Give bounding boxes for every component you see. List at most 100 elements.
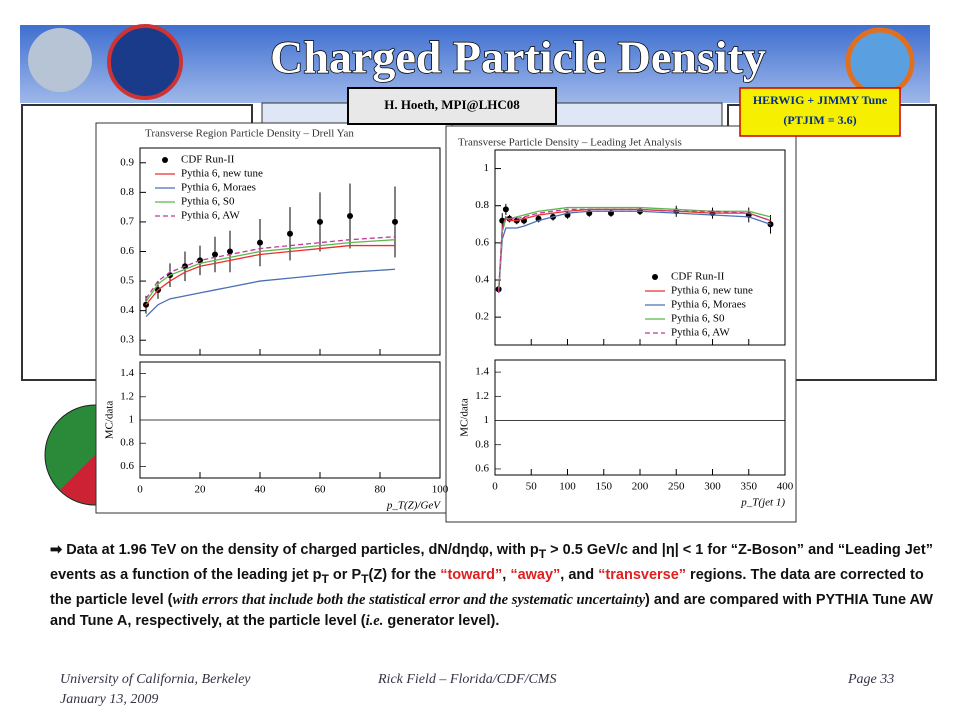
- y-tick-label: 1: [484, 162, 490, 174]
- footer-page: Page 33: [848, 672, 895, 687]
- herwig-label: HERWIG + JIMMY Tune (PTJIM = 3.6): [752, 93, 888, 127]
- text: with errors that include both the statis…: [172, 591, 646, 608]
- x-tick-label: 60: [315, 484, 327, 496]
- herwig-label-box: HERWIG + JIMMY Tune (PTJIM = 3.6): [752, 93, 888, 127]
- series-line: [497, 208, 771, 294]
- text: “transverse”: [598, 566, 687, 583]
- legend-label: CDF Run-II: [671, 271, 725, 283]
- data-point: [212, 251, 218, 258]
- series-line: [145, 236, 396, 300]
- ratio-tick-label: 1.4: [475, 366, 489, 378]
- text: generator level).: [383, 612, 500, 629]
- footer-author: Rick Field – Florida/CDF/CMS: [378, 672, 557, 687]
- data-point: [317, 218, 323, 225]
- text: , and: [560, 566, 599, 583]
- legend-label: Pythia 6, new tune: [671, 285, 753, 297]
- data-point: [502, 206, 509, 213]
- legend-marker: [162, 157, 168, 163]
- x-tick-label: 200: [632, 481, 649, 493]
- text: ,: [502, 566, 511, 583]
- series-line: [145, 268, 396, 318]
- y-tick-label: 0.7: [120, 215, 134, 227]
- x-tick-label: 50: [526, 481, 538, 493]
- legend-marker: [652, 274, 658, 280]
- text: T: [538, 546, 547, 561]
- text: T: [361, 571, 369, 586]
- cms-logo: [28, 28, 92, 92]
- plot-panel: [95, 122, 453, 514]
- credit: H. Hoeth, MPI@LHC08: [384, 97, 520, 112]
- cdf-logo: [107, 24, 183, 100]
- y-tick-label: 0.3: [120, 334, 134, 346]
- credit-box: [347, 87, 557, 125]
- text: regions. The data are corrected to the p…: [50, 566, 924, 608]
- x-tick-label: 0: [492, 481, 498, 493]
- logo: [845, 27, 915, 97]
- text: Data at 1.96 TeV on the density of charg…: [66, 542, 539, 558]
- ratio-tick-label: 1: [129, 414, 135, 426]
- x-tick-label: 150: [596, 481, 613, 493]
- y-tick-label: 0.6: [475, 236, 489, 248]
- ratio-y-label: MC/data: [104, 401, 116, 440]
- series-line: [145, 239, 396, 303]
- text: “away”: [510, 566, 561, 583]
- data-point: [392, 218, 398, 225]
- series-line: [497, 210, 771, 294]
- text: ) and are compared with PYTHIA Tune AW a…: [50, 591, 933, 629]
- text: (Z) for the: [368, 566, 441, 583]
- y-tick-label: 0.5: [120, 275, 134, 287]
- legend-label: Pythia 6, AW: [671, 327, 730, 339]
- chart-title: Transverse Region Particle Density – Dre…: [145, 128, 354, 140]
- ratio-tick-label: 0.6: [120, 460, 134, 472]
- slide-title: Charged Particle Density: [270, 32, 766, 83]
- text: i.e.: [365, 612, 384, 629]
- y-tick-label: 0.2: [475, 311, 489, 323]
- data-point: [287, 230, 293, 237]
- x-tick-label: 40: [255, 484, 267, 496]
- x-tick-label: 100: [559, 481, 576, 493]
- x-tick-label: 400: [777, 481, 794, 493]
- legend-label: Pythia 6, Moraes: [181, 182, 256, 194]
- footer-date: January 13, 2009: [60, 692, 159, 707]
- x-tick-label: 350: [741, 481, 758, 493]
- data-point: [227, 248, 233, 255]
- legend-label: CDF Run-II: [181, 154, 235, 166]
- ratio-tick-label: 0.6: [475, 462, 489, 474]
- series-line: [145, 244, 395, 306]
- y-tick-label: 0.9: [120, 156, 134, 168]
- ratio-tick-label: 1: [484, 414, 490, 426]
- y-tick-label: 0.8: [120, 186, 134, 198]
- legend-label: Pythia 6, Moraes: [671, 299, 746, 311]
- text: T: [321, 571, 329, 586]
- y-tick-label: 0.4: [120, 304, 134, 316]
- text: “toward”: [440, 566, 503, 583]
- plot-panel: [445, 125, 797, 523]
- ratio-y-label: MC/data: [459, 398, 471, 437]
- ratio-tick-label: 1.4: [120, 367, 134, 379]
- text: or P: [328, 566, 362, 583]
- x-tick-label: 250: [668, 481, 685, 493]
- ratio-tick-label: 1.2: [475, 390, 489, 402]
- x-tick-label: 300: [704, 481, 721, 493]
- ratio-tick-label: 0.8: [475, 438, 489, 450]
- data-point: [347, 213, 353, 220]
- legend-label: Pythia 6, S0: [671, 313, 725, 325]
- legend-label: Pythia 6, new tune: [181, 168, 263, 180]
- x-tick-label: 20: [195, 484, 207, 496]
- text: > 0.5 GeV/c and |η| < 1 for “Z-Boson” an…: [50, 542, 933, 583]
- ratio-tick-label: 0.8: [120, 437, 134, 449]
- x-label: p_T(jet 1): [740, 497, 785, 509]
- y-tick-label: 0.8: [475, 199, 489, 211]
- x-tick-label: 100: [432, 484, 449, 496]
- y-tick-label: 0.4: [475, 274, 489, 286]
- x-tick-label: 80: [375, 484, 387, 496]
- footer-affiliation: University of California, Berkeley: [60, 672, 251, 687]
- chart-title: Transverse Particle Density – Leading Je…: [458, 137, 682, 149]
- data-point: [257, 239, 263, 246]
- slide-graphics: Charged Particle Density H. Hoeth, MPI@L…: [20, 24, 937, 523]
- herwig-box: [739, 87, 901, 137]
- legend-label: Pythia 6, S0: [181, 196, 235, 208]
- legend-label: Pythia 6, AW: [181, 210, 240, 222]
- ratio-tick-label: 1.2: [120, 390, 134, 402]
